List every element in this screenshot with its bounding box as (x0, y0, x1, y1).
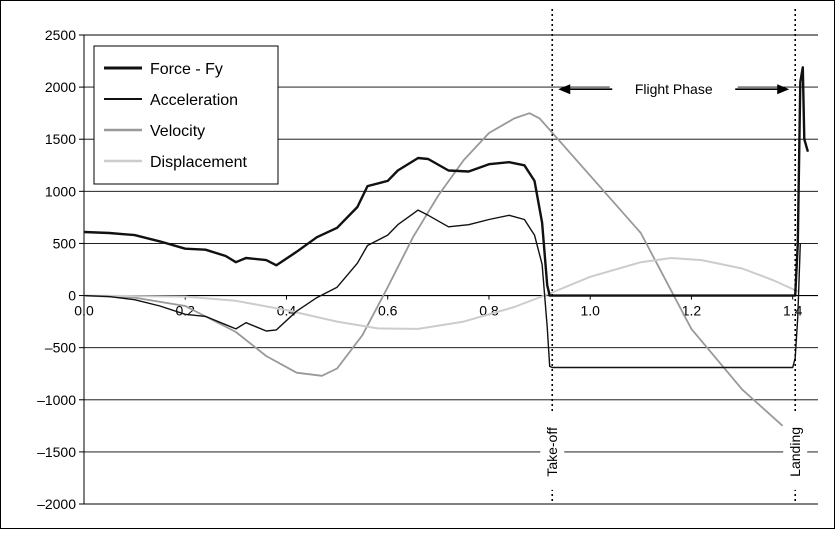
y-tick-label: –500 (45, 340, 76, 356)
y-tick-label: 2500 (45, 27, 76, 43)
series-lines (83, 66, 810, 427)
y-tick-label: –1000 (37, 392, 76, 408)
event-markers: Take-off Landing (540, 9, 808, 504)
y-tick-label: 1000 (45, 183, 76, 199)
y-axis-ticks: 2500 2000 1500 1000 500 0 –500 –1000 –1500 –2000 (37, 27, 76, 512)
arrowhead-left-icon (558, 84, 571, 95)
take-off-label-bg (540, 413, 565, 490)
legend-label: Displacement (150, 154, 247, 171)
flight-phase-label-bg (609, 77, 738, 100)
y-tick-label: –1500 (37, 444, 76, 460)
take-off-label: Take-off (544, 427, 560, 477)
landing-label-bg (783, 413, 808, 490)
x-tick-label: 1.2 (682, 303, 702, 319)
y-tick-label: –2000 (37, 496, 76, 512)
legend-label: Velocity (150, 123, 205, 140)
y-tick-label: 500 (53, 235, 77, 251)
x-tick-label: 1.0 (580, 303, 600, 319)
legend-label: Force - Fy (150, 61, 223, 78)
series-line-acceleration (83, 209, 801, 369)
flight-phase-label: Flight Phase (635, 81, 713, 97)
x-axis-ticks: 0.0 0.2 0.4 0.6 0.8 1.0 1.2 1.4 (74, 295, 803, 319)
series-line-velocity (83, 112, 784, 427)
x-tick-label: 0.0 (74, 303, 94, 319)
x-tick-label: 0.8 (479, 303, 499, 319)
y-tick-label: 1500 (45, 131, 76, 147)
legend: Force - Fy Acceleration Velocity Displaceme… (93, 45, 279, 185)
x-tick-label: 0.6 (378, 303, 398, 319)
y-tick-label: 2000 (45, 79, 76, 95)
annotations: Flight Phase (558, 77, 790, 100)
y-tick-label: 0 (68, 288, 76, 304)
x-tick-label: 1.4 (783, 303, 803, 319)
series-line-force-fy (83, 66, 810, 297)
series-line-displacement (83, 257, 799, 330)
legend-label: Acceleration (150, 92, 238, 109)
arrowhead-right-icon (777, 84, 790, 95)
landing-label: Landing (787, 427, 803, 477)
